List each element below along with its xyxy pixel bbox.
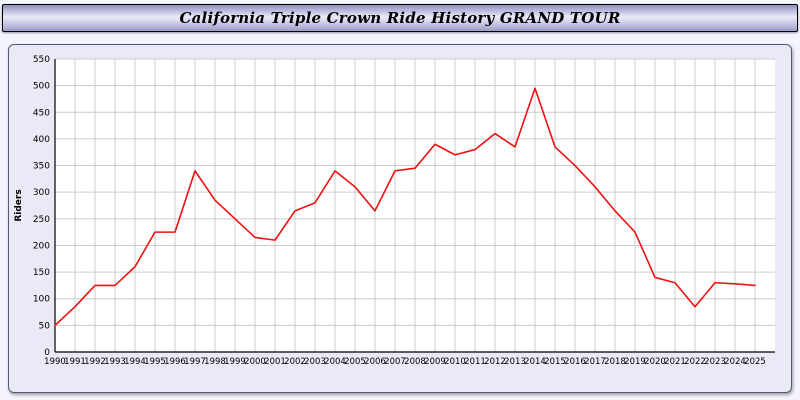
x-tick-label: 2004 <box>324 357 346 367</box>
x-tick-label: 2024 <box>724 357 746 367</box>
y-tick-label: 450 <box>33 108 50 118</box>
x-tick-label: 1997 <box>184 357 206 367</box>
x-tick-label: 2006 <box>364 357 386 367</box>
x-tick-label: 2015 <box>544 357 566 367</box>
x-tick-label: 2018 <box>604 357 626 367</box>
riders-series-line <box>54 87 756 327</box>
y-axis-label: Riders <box>14 189 24 221</box>
ride-history-line-chart: 0501001502002503003504004505005501990199… <box>14 55 775 367</box>
x-tick-label: 1996 <box>164 357 186 367</box>
y-tick-label: 150 <box>33 268 50 278</box>
y-tick-label: 0 <box>44 348 50 358</box>
x-tick-label: 2001 <box>264 357 286 367</box>
y-tick-label: 400 <box>33 135 50 145</box>
x-tick-label: 1991 <box>64 357 86 367</box>
x-tick-label: 2003 <box>304 357 326 367</box>
x-tick-label: 2014 <box>524 357 546 367</box>
x-tick-label: 1995 <box>144 357 166 367</box>
x-tick-label: 2013 <box>504 357 526 367</box>
x-tick-label: 1990 <box>44 357 66 367</box>
x-tick-label: 2002 <box>284 357 306 367</box>
x-tick-label: 2023 <box>704 357 726 367</box>
x-tick-label: 2011 <box>464 357 486 367</box>
y-tick-label: 500 <box>33 82 50 92</box>
x-tick-label: 2025 <box>744 357 766 367</box>
chart-title: California Triple Crown Ride History GRA… <box>179 9 621 27</box>
x-tick-label: 2007 <box>384 357 406 367</box>
x-tick-label: 1993 <box>104 357 126 367</box>
x-tick-label: 2017 <box>584 357 606 367</box>
x-tick-label: 2009 <box>424 357 446 367</box>
y-tick-label: 50 <box>39 321 51 331</box>
x-tick-label: 2012 <box>484 357 506 367</box>
x-tick-label: 2020 <box>644 357 666 367</box>
chart-title-bar: California Triple Crown Ride History GRA… <box>2 4 798 32</box>
x-tick-label: 2005 <box>344 357 366 367</box>
x-tick-label: 2008 <box>404 357 426 367</box>
y-tick-label: 250 <box>33 215 50 225</box>
x-tick-label: 2022 <box>684 357 706 367</box>
x-tick-label: 2010 <box>444 357 466 367</box>
y-tick-label: 550 <box>33 55 50 65</box>
x-tick-label: 1998 <box>204 357 226 367</box>
y-tick-label: 350 <box>33 162 50 172</box>
y-tick-label: 200 <box>33 241 50 251</box>
x-tick-label: 1994 <box>124 357 146 367</box>
x-tick-label: 2016 <box>564 357 586 367</box>
x-tick-label: 2019 <box>624 357 646 367</box>
x-tick-label: 2000 <box>244 357 266 367</box>
y-tick-label: 100 <box>33 295 50 305</box>
chart-panel: 0 50 100 150 200 250 300 350 400 450 500 550 1990 199… <box>8 44 792 393</box>
y-tick-label: 300 <box>33 188 50 198</box>
x-tick-label: 1992 <box>84 357 106 367</box>
x-tick-label: 1999 <box>224 357 246 367</box>
x-tick-label: 2021 <box>664 357 686 367</box>
